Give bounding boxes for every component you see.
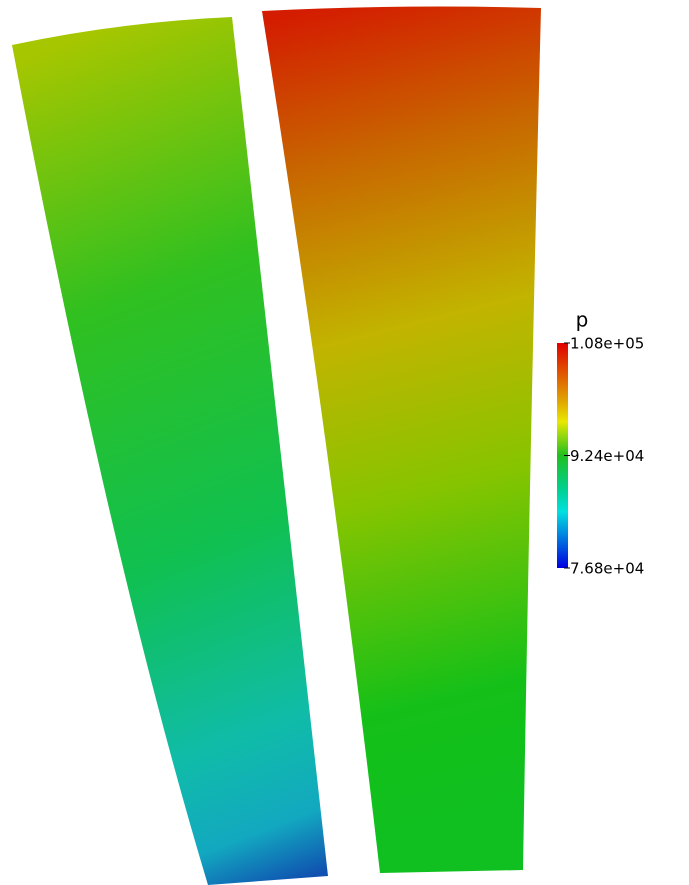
colorbar-tick-label: 7.68e+04 xyxy=(570,560,644,578)
colorbar xyxy=(557,343,568,568)
right-blade xyxy=(262,6,541,873)
colorbar-tick-label: 1.08e+05 xyxy=(570,335,644,353)
left-blade xyxy=(12,17,328,885)
colorbar-tick-label: 9.24e+04 xyxy=(570,447,644,465)
colorbar-title: p xyxy=(576,308,589,332)
